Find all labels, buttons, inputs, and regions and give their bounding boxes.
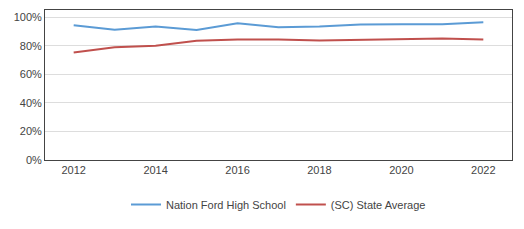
- svg-text:20%: 20%: [20, 125, 42, 137]
- svg-text:(SC) State Average: (SC) State Average: [331, 199, 426, 211]
- svg-text:40%: 40%: [20, 97, 42, 109]
- svg-text:100%: 100%: [14, 11, 42, 23]
- svg-text:Nation Ford High School: Nation Ford High School: [166, 199, 286, 211]
- svg-text:2016: 2016: [225, 164, 249, 176]
- svg-text:2012: 2012: [61, 164, 85, 176]
- svg-text:60%: 60%: [20, 68, 42, 80]
- svg-text:2018: 2018: [307, 164, 331, 176]
- svg-text:2014: 2014: [143, 164, 167, 176]
- svg-text:2020: 2020: [389, 164, 413, 176]
- svg-text:0%: 0%: [26, 154, 42, 166]
- svg-text:2022: 2022: [471, 164, 495, 176]
- svg-text:80%: 80%: [20, 40, 42, 52]
